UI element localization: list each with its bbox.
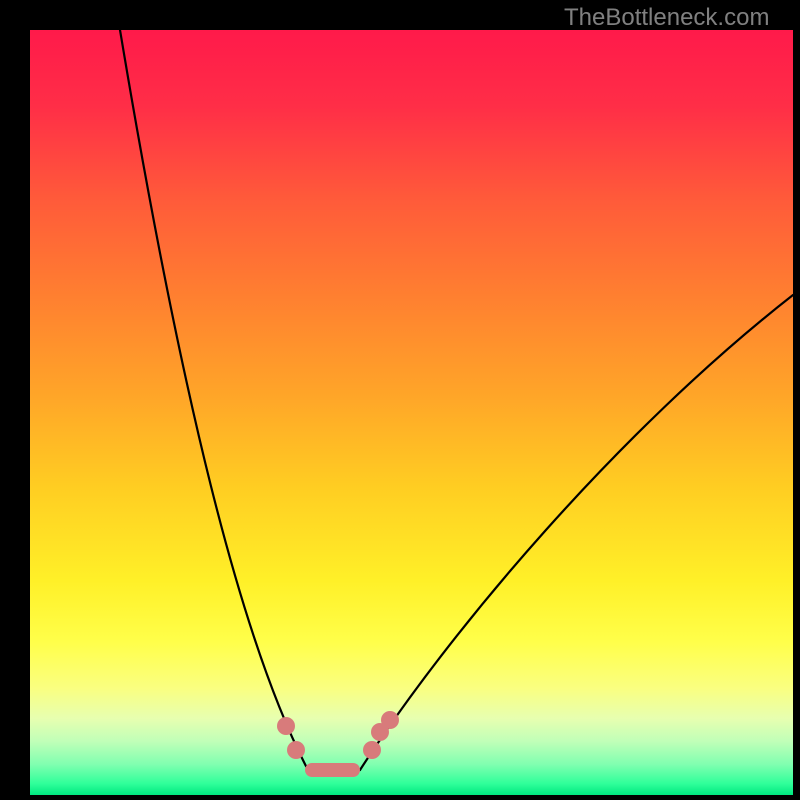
watermark-text: TheBottleneck.com bbox=[564, 4, 769, 32]
curve-marker bbox=[363, 741, 381, 759]
curve-left-branch bbox=[120, 30, 308, 770]
plot-area bbox=[30, 30, 793, 795]
curve-marker bbox=[287, 741, 305, 759]
bottleneck-curve-svg bbox=[30, 30, 793, 795]
curve-right-branch bbox=[360, 295, 793, 770]
marker-group bbox=[277, 711, 399, 777]
curve-marker bbox=[277, 717, 295, 735]
curve-marker bbox=[381, 711, 399, 729]
valley-bar-marker bbox=[305, 763, 360, 777]
